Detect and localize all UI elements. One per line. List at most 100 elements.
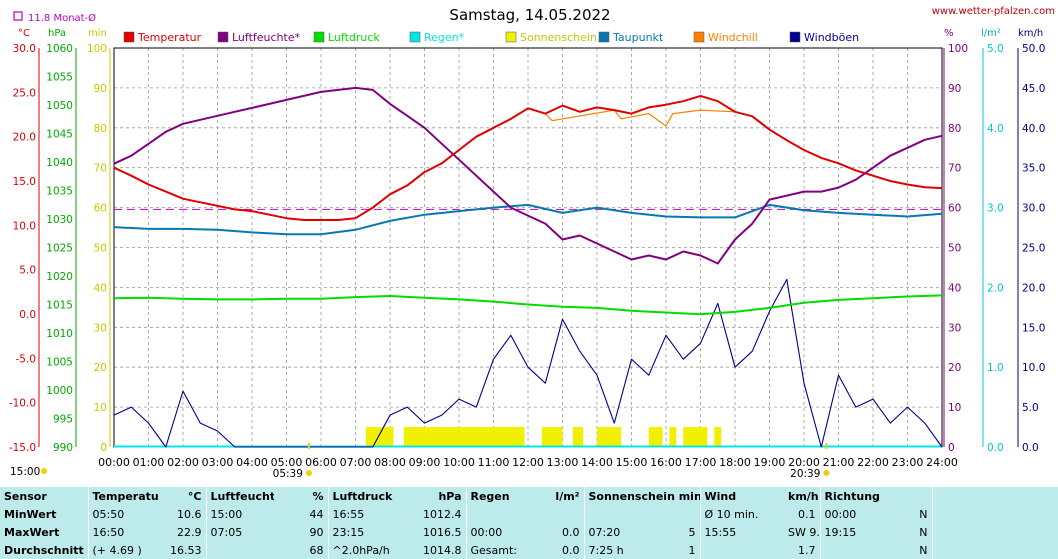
temperature-tick-label: 20.0 [13, 132, 36, 144]
legend-swatch [598, 31, 610, 43]
sunshine-bar [648, 427, 663, 447]
x-tick-label: 07:00 [340, 456, 372, 469]
legend-label: Temperatur [137, 31, 202, 44]
wind-tick-label: 45.0 [1022, 83, 1045, 95]
x-tick-label: 23:00 [892, 456, 924, 469]
website-link[interactable]: www.wetter-pfalzen.com [932, 6, 1055, 17]
sunshine-tick-label: 20 [94, 362, 107, 374]
sunshine-tick-label: 30 [94, 322, 107, 334]
pressure-tick-label: 1060 [46, 43, 73, 55]
humidity-tick-label: 80 [948, 123, 961, 135]
rain-tick-label: 5.0 [987, 43, 1004, 55]
x-tick-label: 22:00 [857, 456, 889, 469]
stats-header-wind-unit: km/h [788, 489, 819, 503]
legend-swatch [123, 31, 135, 43]
stats-header-press: Luftdruck [327, 487, 410, 505]
stats-cell: 00:00 [819, 505, 893, 523]
wind-tick-label: 50.0 [1022, 43, 1045, 55]
temperature-tick-label: -15.0 [9, 442, 36, 454]
weather-chart: Samstag, 14.05.2022 www.wetter-pfalzen.c… [8, 6, 1055, 480]
stats-row: MinWert 05:50 10.6 15:00 44 16:55 1012.4… [0, 505, 1058, 523]
legend-swatch [505, 31, 517, 43]
x-tick-label: 15:00 [616, 456, 648, 469]
series-windchill [544, 109, 736, 127]
x-tick-label: 24:00 [926, 456, 958, 469]
rain-axis-unit: l/m² [981, 28, 1001, 39]
humidity-axis-unit: % [944, 28, 954, 39]
pressure-tick-label: 1050 [46, 100, 73, 112]
x-tick-label: 16:00 [650, 456, 682, 469]
pressure-tick-label: 1055 [46, 72, 73, 84]
sunshine-tick-label: 100 [87, 43, 107, 55]
sunshine-tick-label: 60 [94, 203, 107, 215]
stats-cell: N [919, 525, 928, 539]
stats-header-sensor: Sensor [4, 489, 47, 503]
legend-label: Luftfeuchte* [232, 31, 301, 44]
humidity-tick-label: 40 [948, 282, 961, 294]
pressure-tick-label: 1030 [46, 214, 73, 226]
x-tick-label: 18:00 [719, 456, 751, 469]
x-tick-label: 13:00 [547, 456, 579, 469]
grid [113, 47, 943, 448]
wind-tick-label: 30.0 [1022, 203, 1045, 215]
stats-cell: 07:05 [205, 523, 274, 541]
x-tick-label: 17:00 [685, 456, 717, 469]
x-tick-label: 01:00 [133, 456, 165, 469]
stats-cell [205, 541, 274, 559]
temperature-tick-label: 30.0 [13, 43, 36, 55]
x-tick-label: 04:00 [236, 456, 268, 469]
stats-header-dir: Richtung [819, 487, 933, 505]
stats-cell: ^2.0hPa/h [327, 541, 410, 559]
stats-cell [583, 505, 670, 523]
temperature-tick-label: 0.0 [19, 309, 36, 321]
stats-header-temp-unit: °C [187, 489, 202, 503]
stats-cell: Ø 10 min. [699, 505, 785, 523]
sunshine-bar [541, 427, 563, 447]
x-tick-label: 19:00 [754, 456, 786, 469]
stats-cell [699, 541, 785, 559]
wind-tick-label: 40.0 [1022, 123, 1045, 135]
humidity-tick-label: 30 [948, 322, 961, 334]
x-tick-label: 21:00 [823, 456, 855, 469]
stats-cell [819, 541, 893, 559]
stats-cell: 1016.5 [423, 525, 462, 539]
wind-tick-label: 25.0 [1022, 243, 1045, 255]
stats-cell: 22.9 [177, 525, 202, 539]
stats-cell: 15:00 [205, 505, 274, 523]
series-taupunkt [113, 203, 943, 236]
humidity-tick-label: 0 [948, 442, 955, 454]
legend-swatch [217, 31, 229, 43]
series-windben [113, 278, 943, 448]
stats-cell [670, 505, 700, 523]
stats-cell: 23:15 [327, 523, 410, 541]
legend-swatch [313, 31, 325, 43]
x-tick-label: 00:00 [98, 456, 130, 469]
pressure-tick-label: 995 [53, 414, 73, 426]
stats-cell: SW 9.9 [788, 525, 820, 539]
temperature-tick-label: -10.0 [9, 398, 36, 410]
sunshine-bar [597, 427, 622, 447]
rain-tick-label: 3.0 [987, 203, 1004, 215]
stats-header-rain-unit: l/m² [555, 489, 580, 503]
sunshine-tick-label: 90 [94, 83, 107, 95]
wind-tick-label: 0.0 [1022, 442, 1039, 454]
stats-table: Sensor Temperatur °C Luftfeuchte % Luftd… [0, 487, 1058, 559]
temperature-tick-label: 15.0 [13, 176, 36, 188]
sunrise-time: 05:39 [273, 468, 303, 480]
legend-label: Windböen [804, 31, 859, 44]
stats-cell: 1014.8 [423, 543, 462, 557]
stats-header-rain: Regen [465, 487, 530, 505]
x-tick-label: 08:00 [374, 456, 406, 469]
stats-cell: 0.1 [798, 507, 816, 521]
humidity-tick-label: 50 [948, 243, 961, 255]
sunset-time: 20:39 [790, 468, 820, 480]
sunshine-bar [403, 427, 525, 447]
stats-cell: Gesamt: [465, 541, 530, 559]
pressure-axis-unit: hPa [48, 28, 66, 39]
monthly-avg-marker-icon [13, 11, 23, 21]
humidity-tick-label: 10 [948, 402, 961, 414]
stats-cell: 5 [688, 525, 696, 539]
axes: 00:00 01:00 02:00 03:00 04:00 05:00 06:00 07:00… [9, 43, 1046, 469]
wind-tick-label: 20.0 [1022, 282, 1045, 294]
series-luftdruck [113, 294, 943, 316]
